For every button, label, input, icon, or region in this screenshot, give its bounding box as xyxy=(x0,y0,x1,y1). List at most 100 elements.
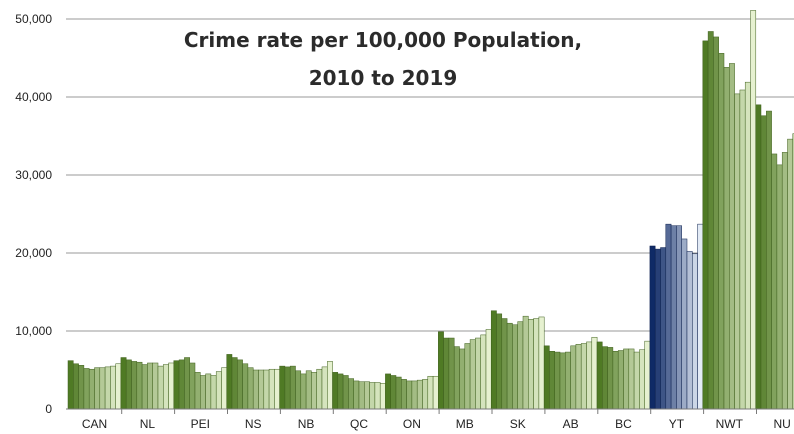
bar-ns-2016 xyxy=(258,369,265,410)
bar-nwt-2011 xyxy=(707,31,714,410)
bar-can-2014 xyxy=(88,368,95,410)
bar-nl-2019 xyxy=(168,362,175,410)
bar-sk-2015 xyxy=(517,321,524,410)
bar-mb-2011 xyxy=(443,337,450,410)
bar-yt-2013 xyxy=(665,223,672,410)
bar-nb-2018 xyxy=(321,366,328,410)
x-tick-label-bc: BC xyxy=(615,417,632,431)
x-tick-label-pei: PEI xyxy=(191,417,210,431)
bar-mb-2012 xyxy=(448,337,455,410)
x-tick-label-nb: NB xyxy=(298,417,315,431)
bar-bc-2017 xyxy=(633,351,640,410)
bar-on-2015 xyxy=(411,380,418,410)
bar-nb-2019 xyxy=(327,361,333,410)
bar-nl-2010 xyxy=(120,357,127,410)
bar-pei-2017 xyxy=(210,375,217,410)
bar-nu-2011 xyxy=(760,115,767,410)
bar-ns-2014 xyxy=(247,367,254,410)
bar-bc-2013 xyxy=(612,351,619,410)
bar-nwt-2017 xyxy=(739,89,746,410)
y-tick-label: 0 xyxy=(45,402,52,416)
bar-nb-2012 xyxy=(289,365,296,410)
bar-ab-2014 xyxy=(565,351,571,410)
bar-ab-2012 xyxy=(554,351,561,410)
bar-yt-2015 xyxy=(676,225,682,410)
bar-qc-2019 xyxy=(379,383,386,410)
bar-nl-2015 xyxy=(147,362,153,410)
bar-bc-2019 xyxy=(644,340,651,410)
bar-can-2018 xyxy=(110,365,116,410)
bar-nl-2013 xyxy=(136,361,143,410)
bar-ab-2015 xyxy=(570,345,577,410)
bar-on-2019 xyxy=(432,375,439,410)
bar-sk-2010 xyxy=(490,310,497,410)
bar-can-2010 xyxy=(67,360,74,410)
bar-nwt-2016 xyxy=(734,93,741,410)
bar-ab-2013 xyxy=(559,352,566,410)
bar-nu-2015 xyxy=(781,152,788,410)
bar-yt-2019 xyxy=(697,223,704,410)
bar-yt-2012 xyxy=(660,247,667,410)
bar-can-2019 xyxy=(115,363,122,410)
bar-sk-2018 xyxy=(533,318,540,410)
bar-qc-2013 xyxy=(348,378,354,410)
x-tick-label-yt: YT xyxy=(669,417,685,431)
bar-qc-2011 xyxy=(337,373,344,410)
bar-nu-2012 xyxy=(766,110,772,410)
bar-ab-2010 xyxy=(543,345,550,410)
bar-nu-2016 xyxy=(787,138,794,410)
bar-bc-2012 xyxy=(607,347,614,410)
bar-yt-2014 xyxy=(670,225,677,410)
bar-mb-2014 xyxy=(459,348,466,410)
bar-nb-2013 xyxy=(295,370,302,410)
bar-on-2018 xyxy=(427,375,434,410)
bar-nwt-2013 xyxy=(718,53,725,410)
x-tick-label-nu: NU xyxy=(774,417,791,431)
bar-ns-2011 xyxy=(231,357,238,410)
y-tick-label: 20,000 xyxy=(15,246,52,260)
bar-yt-2018 xyxy=(692,253,698,410)
bar-qc-2016 xyxy=(364,381,370,410)
bar-qc-2012 xyxy=(342,375,349,410)
bar-nwt-2018 xyxy=(744,81,751,410)
bar-pei-2015 xyxy=(200,375,206,410)
bar-pei-2019 xyxy=(221,367,228,410)
bar-ab-2017 xyxy=(580,343,587,410)
bar-nb-2011 xyxy=(284,366,291,410)
bar-sk-2016 xyxy=(522,315,529,410)
bar-ns-2017 xyxy=(263,369,270,410)
bar-mb-2016 xyxy=(469,339,476,410)
bar-on-2014 xyxy=(406,380,413,410)
bar-nwt-2012 xyxy=(713,36,719,410)
x-tick-label-ab: AB xyxy=(563,417,579,431)
bar-mb-2010 xyxy=(438,331,444,410)
bar-mb-2015 xyxy=(464,343,471,410)
bar-ab-2011 xyxy=(549,351,555,410)
bar-mb-2013 xyxy=(453,346,460,410)
bar-on-2011 xyxy=(390,375,397,410)
bar-mb-2019 xyxy=(485,329,492,410)
bar-pei-2012 xyxy=(184,357,190,410)
bar-nu-2014 xyxy=(776,164,783,410)
bar-yt-2017 xyxy=(686,251,693,410)
bar-nb-2017 xyxy=(316,368,323,410)
y-tick-label: 10,000 xyxy=(15,324,52,338)
bar-bc-2011 xyxy=(602,346,608,410)
bars xyxy=(67,10,794,410)
bar-can-2016 xyxy=(99,367,106,410)
bar-nb-2014 xyxy=(300,373,307,410)
bar-on-2010 xyxy=(385,373,391,410)
x-tick-label-can: CAN xyxy=(82,417,107,431)
bar-can-2017 xyxy=(104,366,111,410)
bar-can-2013 xyxy=(83,368,90,410)
bar-qc-2010 xyxy=(332,372,339,410)
bar-pei-2011 xyxy=(178,359,185,410)
bar-nb-2010 xyxy=(279,365,286,410)
bar-sk-2011 xyxy=(496,313,503,410)
bar-bc-2015 xyxy=(623,348,630,410)
y-tick-label: 30,000 xyxy=(15,168,52,182)
bar-on-2012 xyxy=(395,376,402,410)
bar-qc-2014 xyxy=(353,380,360,410)
bar-sk-2013 xyxy=(506,322,513,410)
